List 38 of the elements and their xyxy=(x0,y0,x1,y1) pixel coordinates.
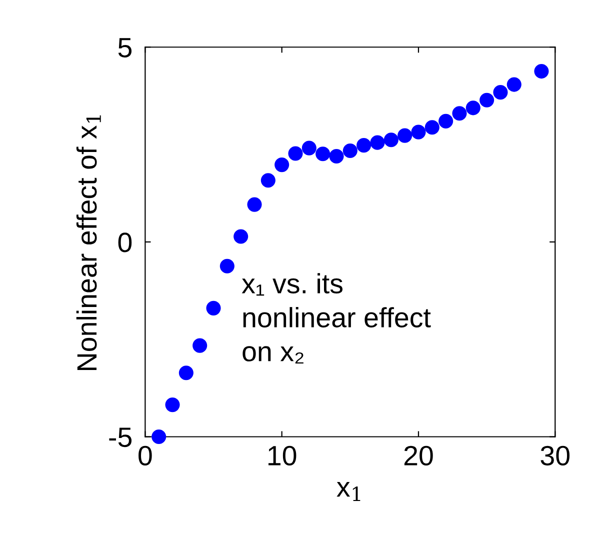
y-tick-label: 0 xyxy=(118,232,132,252)
annotation: x₁ vs. its nonlinear effect on x₂ xyxy=(242,273,431,364)
point xyxy=(152,429,166,444)
y-tick-label: -5 xyxy=(109,428,132,448)
point xyxy=(493,85,508,100)
point xyxy=(452,106,467,121)
point xyxy=(274,158,290,172)
x-tick-label: 0 xyxy=(138,446,152,466)
point xyxy=(247,197,262,212)
point xyxy=(234,229,248,244)
point xyxy=(370,135,385,150)
point xyxy=(342,143,358,158)
x-tick-label: 20 xyxy=(404,446,433,466)
x-axis-title: x$_{1}$ xyxy=(336,482,360,501)
point xyxy=(384,132,398,148)
point xyxy=(506,77,522,92)
point xyxy=(424,120,440,135)
point xyxy=(398,128,412,143)
point xyxy=(288,146,303,161)
point xyxy=(534,64,549,79)
point xyxy=(438,114,454,128)
point xyxy=(316,146,330,162)
point xyxy=(302,140,316,156)
point xyxy=(411,124,426,140)
point xyxy=(260,173,276,188)
point xyxy=(178,366,194,380)
point xyxy=(220,258,234,274)
point xyxy=(206,300,221,316)
point xyxy=(356,138,372,153)
point xyxy=(480,92,494,108)
point xyxy=(466,100,480,116)
y-axis-title: Nonlinear effect of x$_{1}$ xyxy=(76,115,101,370)
y-tick-label: 5 xyxy=(118,38,132,58)
x-tick-label: 10 xyxy=(268,446,296,466)
point xyxy=(329,148,344,164)
point xyxy=(192,338,208,353)
x-tick-label: 30 xyxy=(540,446,570,466)
point xyxy=(165,398,180,412)
